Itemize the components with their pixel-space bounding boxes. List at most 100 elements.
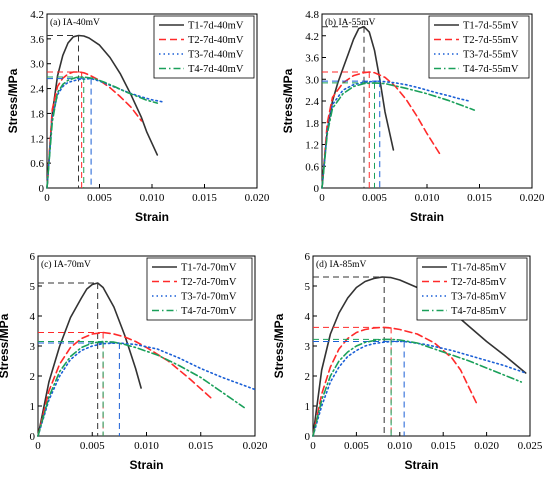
series-line-T3-7d-55mV [321, 80, 470, 189]
legend-label: T2-7d-85mV [451, 277, 507, 288]
y-tick-label: 0.6 [30, 158, 44, 170]
legend-label: T3-7d-40mV [188, 50, 244, 61]
legend-label: T1-7d-55mV [463, 21, 519, 32]
y-axis-label: Stress/MPa [6, 68, 20, 133]
y-tick-label: 3.6 [305, 53, 319, 65]
series-line-T3-7d-70mV [37, 342, 256, 437]
y-tick-label: 0 [314, 183, 320, 195]
y-tick-label: 1 [305, 401, 311, 413]
y-tick-label: 0 [39, 183, 45, 195]
x-axis-label: Strain [129, 458, 163, 472]
panel-title: (a) IA-40mV [50, 17, 100, 28]
y-tick-label: 2.4 [305, 96, 319, 108]
x-tick-label: 0.015 [192, 192, 217, 204]
x-tick-label: 0.025 [518, 440, 543, 452]
y-tick-label: 2 [305, 371, 311, 383]
legend-label: T4-7d-85mV [451, 306, 507, 317]
x-tick-label: 0.005 [87, 192, 112, 204]
y-tick-label: 4.2 [30, 9, 44, 21]
legend-box [416, 257, 528, 321]
y-tick-label: 5 [305, 281, 311, 293]
series-line-T4-7d-40mV [46, 76, 159, 189]
series-line-T3-7d-40mV [46, 77, 164, 189]
series-line-T4-7d-55mV [321, 82, 476, 189]
legend-label: T2-7d-70mV [181, 277, 237, 288]
legend-label: T3-7d-85mV [451, 292, 507, 303]
x-tick-label: 0.010 [387, 440, 412, 452]
legend-label: T4-7d-70mV [181, 306, 237, 317]
legend-box [153, 15, 255, 79]
legend-label: T3-7d-70mV [181, 292, 237, 303]
y-tick-label: 1 [30, 401, 36, 413]
y-tick-label: 2 [30, 371, 36, 383]
series-line-T2-7d-85mV [312, 326, 479, 437]
panel-title: (c) IA-70mV [41, 259, 91, 270]
x-tick-label: 0.010 [415, 192, 440, 204]
legend-box [428, 15, 530, 79]
x-tick-label: 0 [44, 192, 50, 204]
y-tick-label: 3.0 [30, 59, 44, 71]
y-tick-label: 6 [30, 251, 36, 263]
legend-label: T4-7d-55mV [463, 64, 519, 75]
y-axis-label: Stress/MPa [281, 68, 295, 133]
x-tick-label: 0 [35, 440, 41, 452]
series-line-T1-7d-85mV [312, 276, 527, 437]
legend-box [146, 257, 253, 321]
y-tick-label: 4 [30, 311, 36, 323]
legend-label: T1-7d-70mV [181, 263, 237, 274]
legend-label: T2-7d-55mV [463, 35, 519, 46]
panel-title: (b) IA-55mV [325, 17, 376, 28]
chart-panel-4: 0 0.005 0.010 0.015 0.020 0.025 0 1 2 3 4 5 6 Strain S… [272, 251, 543, 472]
y-tick-label: 3.6 [30, 34, 44, 46]
y-tick-label: 3 [305, 341, 311, 353]
x-tick-label: 0.015 [431, 440, 456, 452]
x-tick-label: 0.020 [474, 440, 499, 452]
legend-label: T4-7d-40mV [188, 64, 244, 75]
x-tick-label: 0.020 [245, 192, 270, 204]
x-axis-label: Strain [135, 210, 169, 224]
y-tick-label: 0.6 [305, 161, 319, 173]
legend-label: T1-7d-40mV [188, 21, 244, 32]
y-tick-label: 0 [30, 431, 36, 443]
x-axis-label: Strain [404, 458, 438, 472]
y-tick-label: 0 [305, 431, 311, 443]
y-tick-label: 1.8 [30, 108, 44, 120]
series-line-T4-7d-85mV [312, 338, 523, 437]
x-tick-label: 0.020 [520, 192, 545, 204]
series-line-T4-7d-70mV [37, 340, 245, 437]
x-tick-label: 0.015 [188, 440, 213, 452]
series-line-T1-7d-40mV [46, 34, 159, 189]
x-tick-label: 0.020 [243, 440, 268, 452]
y-tick-label: 3.0 [305, 74, 319, 86]
x-axis-label: Strain [410, 210, 444, 224]
chart-panel-3: 0 0.005 0.010 0.015 0.020 0 1 2 3 4 5 6 Strain Stress… [0, 251, 268, 472]
y-tick-label: 6 [305, 251, 311, 263]
series-line-T1-7d-70mV [37, 282, 142, 437]
legend-label: T3-7d-55mV [463, 50, 519, 61]
x-tick-label: 0.010 [140, 192, 165, 204]
panel-title: (d) IA-85mV [316, 259, 367, 270]
y-tick-label: 1.2 [305, 140, 319, 152]
legend-label: T2-7d-40mV [188, 35, 244, 46]
chart-panel-1: 0 0.005 0.010 0.015 0.020 0 0.6 1.2 1.8 2.4 3.0 3.6… [6, 9, 270, 224]
x-tick-label: 0.015 [467, 192, 492, 204]
series-line-T3-7d-85mV [312, 340, 527, 437]
series-line-T2-7d-55mV [321, 71, 441, 189]
x-tick-label: 0.005 [80, 440, 105, 452]
y-axis-label: Stress/MPa [272, 313, 286, 378]
y-tick-label: 2.4 [30, 84, 44, 96]
x-tick-label: 0.010 [134, 440, 159, 452]
y-tick-label: 1.2 [30, 133, 44, 145]
x-tick-label: 0 [319, 192, 325, 204]
y-axis-label: Stress/MPa [0, 313, 11, 378]
series-line-T2-7d-70mV [37, 331, 213, 437]
y-tick-label: 4.2 [305, 31, 319, 43]
y-tick-label: 1.8 [305, 118, 319, 130]
y-tick-label: 5 [30, 281, 36, 293]
x-tick-label: 0.005 [362, 192, 387, 204]
legend-label: T1-7d-85mV [451, 263, 507, 274]
y-tick-label: 4.8 [305, 9, 319, 21]
x-tick-label: 0 [310, 440, 316, 452]
y-tick-label: 4 [305, 311, 311, 323]
